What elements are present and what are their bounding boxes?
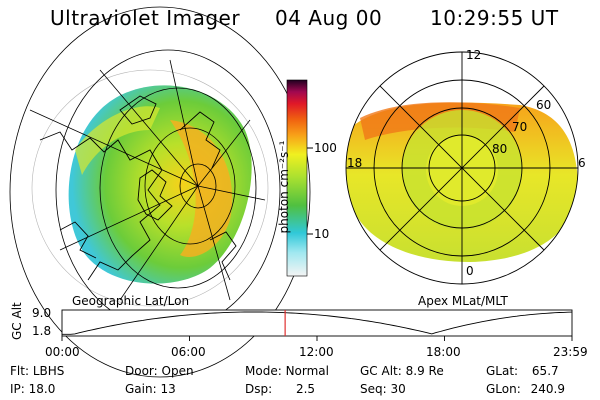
xtick-1800: 18:00 [426, 345, 461, 359]
geographic-caption: Geographic Lat/Lon [72, 294, 190, 308]
mlt-label-12: 12 [466, 48, 482, 62]
info-gc-alt: GC Alt: 8.9 Re [360, 364, 444, 378]
instrument-title: Ultraviolet Imager [50, 6, 241, 30]
altitude-ylabel: GC Alt [10, 302, 24, 340]
emission-bright-arc [170, 120, 233, 257]
info-glon: GLon: 240.9 [486, 382, 565, 396]
coastlines [39, 95, 237, 281]
colorbar-tick-100: 100 [314, 141, 337, 155]
lat-lon-grid [9, 6, 311, 378]
altitude-ytick-high: 9.0 [32, 306, 52, 320]
info-door: Door: Open [125, 364, 194, 378]
altitude-ytick-low: 1.8 [32, 324, 52, 338]
altitude-curve [62, 311, 573, 335]
info-flt: Flt: LBHS [10, 364, 65, 378]
polar-grid [345, 51, 579, 285]
apex-polar-plot [345, 51, 579, 285]
info-dsp: Dsp: 2.5 [245, 382, 316, 396]
info-glat: GLat: 65.7 [486, 364, 559, 378]
mlat-label-60: 60 [536, 98, 552, 112]
apex-caption: Apex MLat/MLT [418, 294, 508, 308]
time-label: 10:29:55 UT [430, 6, 559, 30]
mlt-label-6: 6 [578, 156, 586, 170]
info-ip: IP: 18.0 [10, 382, 56, 396]
info-seq: Seq: 30 [360, 382, 406, 396]
mlt-label-18: 18 [347, 156, 363, 170]
info-gain: Gain: 13 [125, 382, 176, 396]
colorbar-scale [286, 79, 308, 277]
mlat-label-80: 80 [492, 142, 508, 156]
emission-upper-band [75, 106, 160, 175]
altitude-strip [61, 309, 573, 341]
colorbar-tick-10: 10 [314, 227, 330, 241]
xtick-1200: 12:00 [299, 345, 334, 359]
colorbar-label: photon cm⁻²s⁻¹ [277, 140, 291, 234]
xtick-2359: 23:59 [553, 345, 588, 359]
colorbar [286, 79, 313, 277]
mlt-label-0: 0 [466, 264, 474, 278]
xtick-0000: 00:00 [45, 345, 80, 359]
xtick-0600: 06:00 [171, 345, 206, 359]
altitude-frame [61, 309, 573, 337]
info-mode: Mode: Normal [245, 364, 329, 378]
mlat-label-70: 70 [512, 120, 528, 134]
geographic-map [9, 6, 311, 378]
date-label: 04 Aug 00 [275, 6, 383, 30]
